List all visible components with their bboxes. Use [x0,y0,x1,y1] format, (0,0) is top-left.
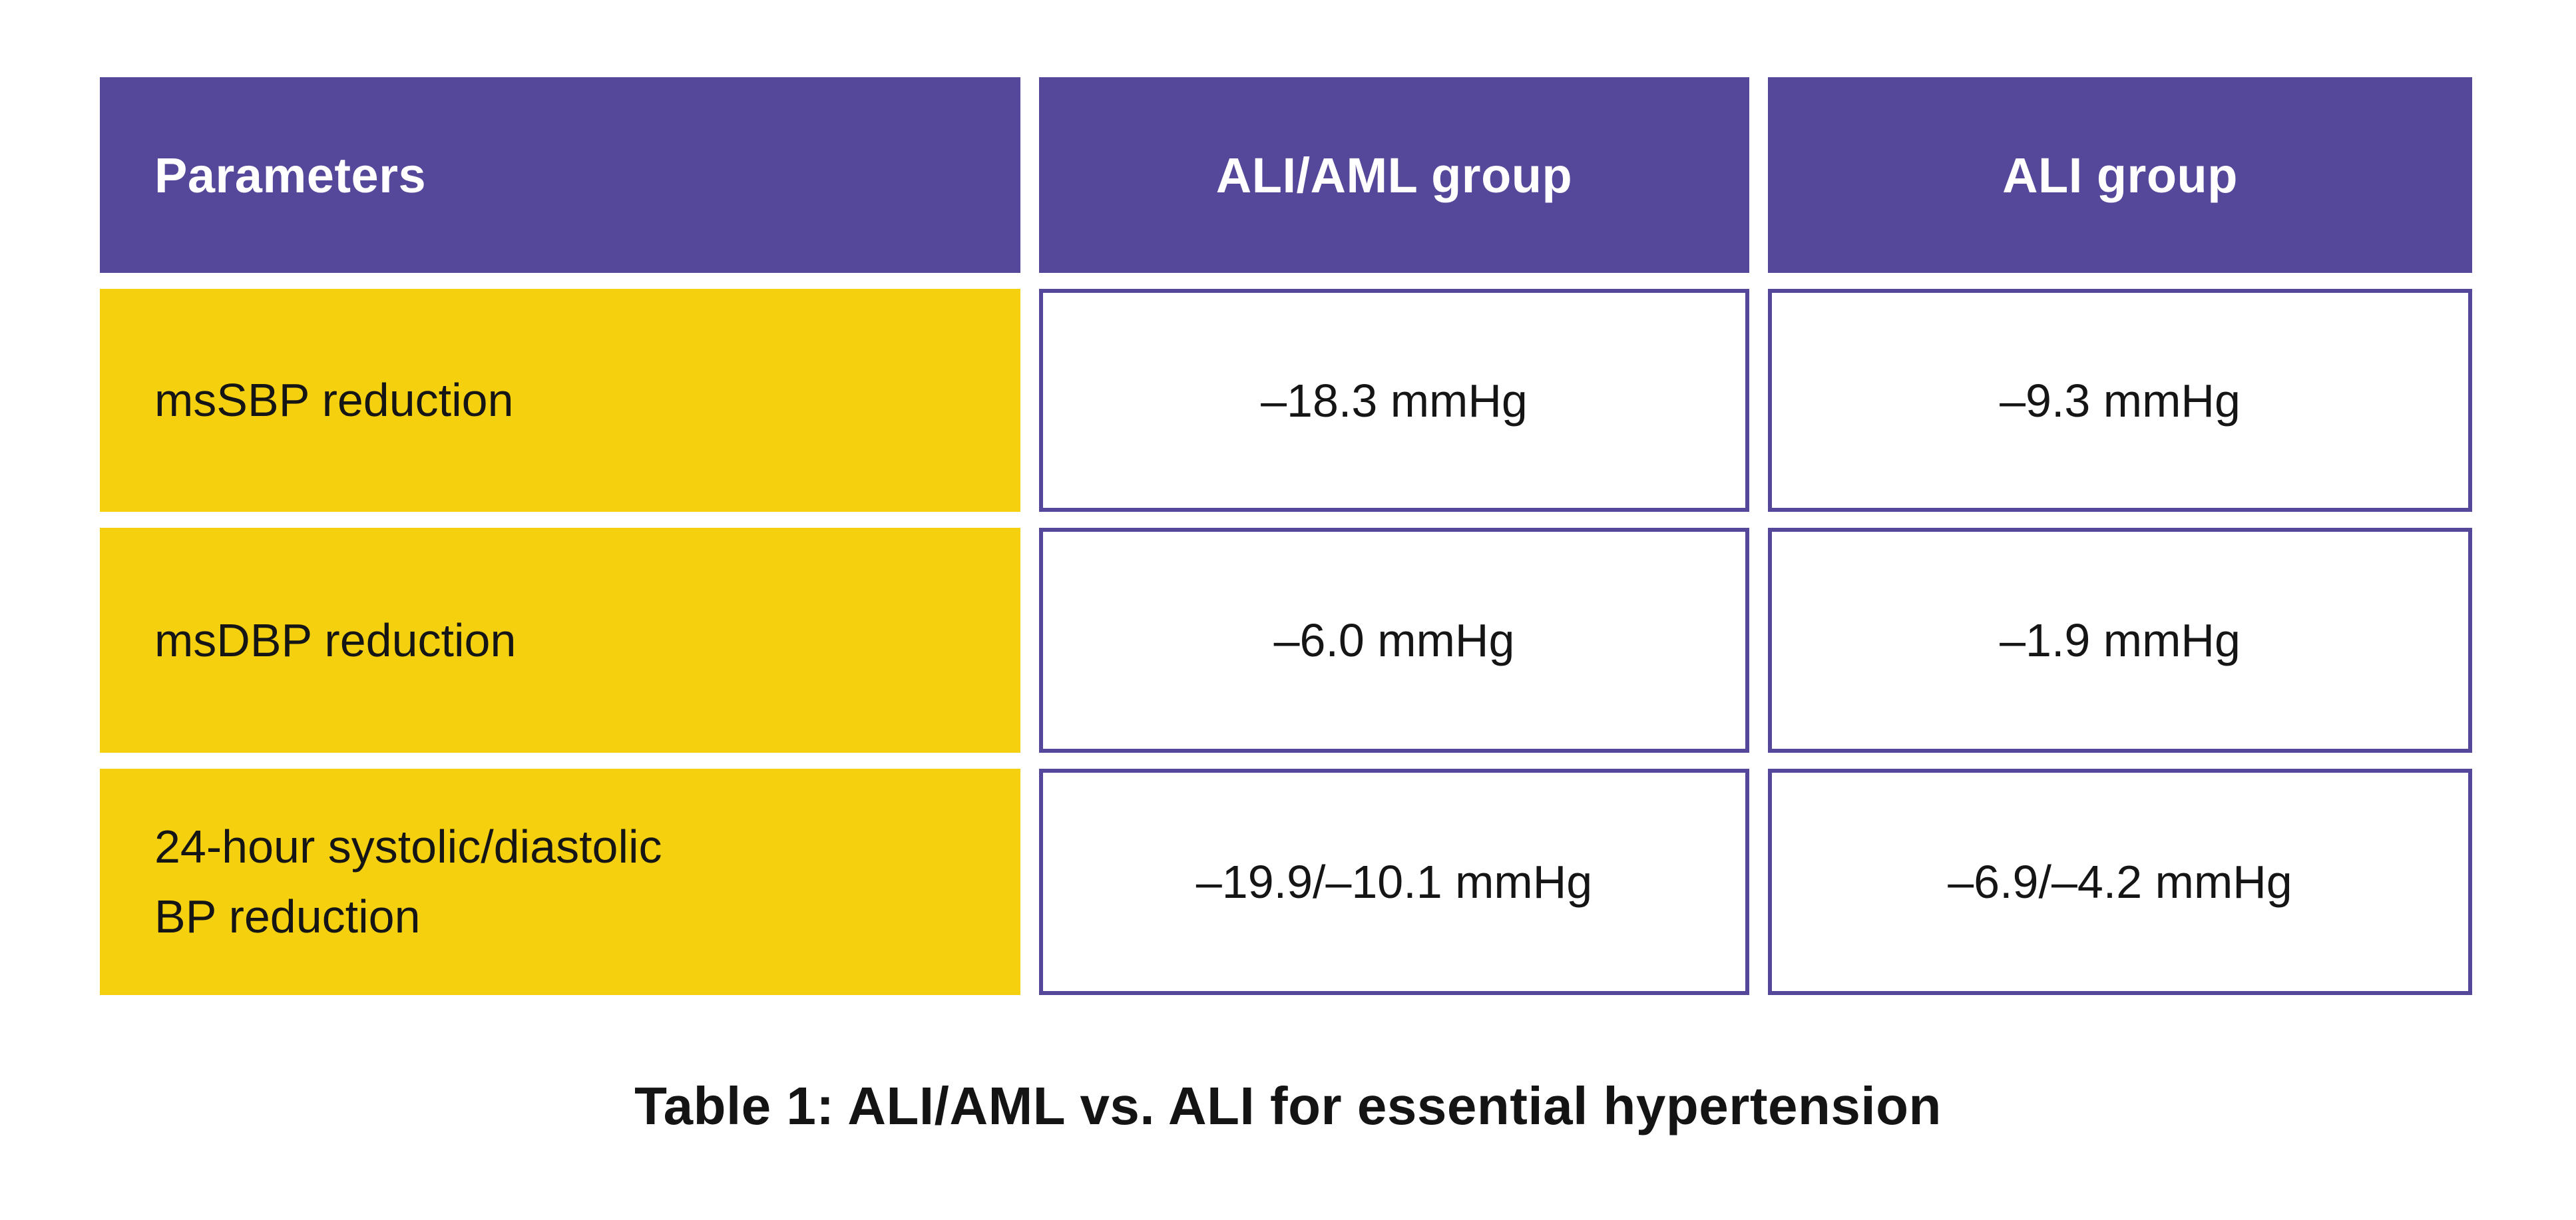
value-cell-24h-ali-aml: –19.9/–10.1 mmHg [1039,769,1749,995]
table-caption: Table 1: ALI/AML vs. ALI for essential h… [634,1076,1942,1135]
comparison-table: Parameters ALI/AML group ALI group msSBP… [100,77,2472,995]
value-cell-mssbp-ali-aml: –18.3 mmHg [1039,289,1749,512]
value-cell-msdbp-ali: –1.9 mmHg [1768,528,2472,753]
header-cell-ali-group: ALI group [1768,77,2472,273]
value-cell-mssbp-ali: –9.3 mmHg [1768,289,2472,512]
value-cell-msdbp-ali-aml: –6.0 mmHg [1039,528,1749,753]
row-label-mssbp-reduction: msSBP reduction [100,289,1020,512]
row-label-msdbp-reduction: msDBP reduction [100,528,1020,753]
row-label-24h-bp-reduction: 24-hour systolic/diastolic BP reduction [100,769,1020,995]
header-cell-ali-aml-group: ALI/AML group [1039,77,1749,273]
header-cell-parameters: Parameters [100,77,1020,273]
value-cell-24h-ali: –6.9/–4.2 mmHg [1768,769,2472,995]
